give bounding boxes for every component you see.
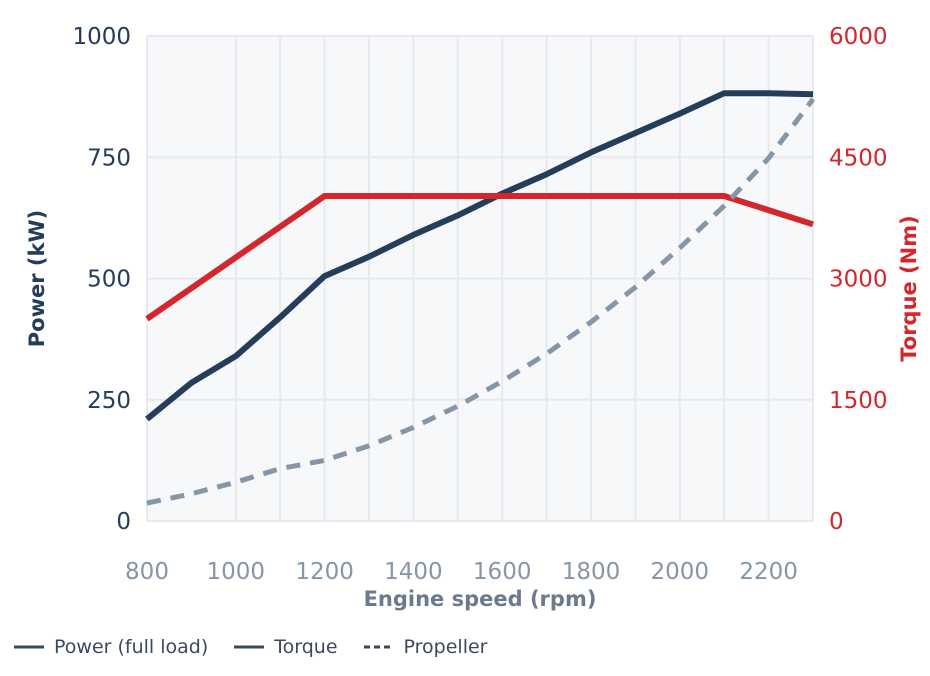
x-tick-label-1: 1000: [207, 559, 266, 585]
x-tick-label-4: 1600: [473, 559, 532, 585]
left-tick-label-4: 1000: [72, 24, 131, 50]
x-axis-title: Engine speed (rpm): [364, 587, 597, 611]
x-tick-label-3: 1400: [384, 559, 443, 585]
x-tick-label-0: 800: [125, 559, 169, 585]
left-axis-ticks: 0 250 500 750 1000: [72, 24, 131, 535]
legend-item-torque: Torque: [234, 636, 338, 658]
legend-swatch-torque: [234, 645, 265, 649]
right-tick-label-4: 6000: [829, 24, 888, 50]
legend-swatch-propeller: [363, 645, 394, 649]
x-axis-ticks: 800 1000 1200 1400 1600 1800 2000 2200: [125, 559, 798, 585]
legend-label-propeller: Propeller: [403, 636, 488, 658]
series-line-propeller: [146, 97, 815, 506]
legend-label-torque: Torque: [274, 636, 338, 658]
left-tick-label-3: 750: [87, 145, 131, 171]
x-tick-label-7: 2200: [739, 559, 798, 585]
legend-item-power: Power (full load): [14, 636, 208, 658]
right-tick-label-3: 4500: [829, 145, 888, 171]
right-tick-label-0: 0: [829, 509, 844, 535]
left-tick-label-2: 500: [87, 267, 131, 293]
chart: 0 250 500 750 1000 0 1500 3000 4500 6000 800 1000…: [25, 24, 921, 611]
left-axis-title: Power (kW): [25, 210, 49, 347]
legend: Power (full load) Torque Propeller: [14, 636, 513, 658]
x-tick-label-5: 1800: [562, 559, 621, 585]
right-tick-label-1: 1500: [829, 388, 888, 414]
left-tick-label-0: 0: [116, 509, 131, 535]
left-tick-label-1: 250: [87, 388, 131, 414]
series-line-power-full-load: [145, 90, 814, 422]
right-axis-ticks: 0 1500 3000 4500 6000: [829, 24, 888, 535]
legend-label-power: Power (full load): [54, 636, 209, 658]
legend-item-propeller: Propeller: [363, 636, 488, 658]
series-layer: [145, 90, 815, 506]
right-tick-label-2: 3000: [829, 267, 888, 293]
legend-swatch-power: [14, 645, 44, 649]
x-tick-label-2: 1200: [295, 559, 354, 585]
right-axis-title: Torque (Nm): [897, 215, 921, 362]
x-tick-label-6: 2000: [651, 559, 710, 585]
series-line-torque: [145, 193, 814, 322]
grid: [146, 35, 814, 522]
